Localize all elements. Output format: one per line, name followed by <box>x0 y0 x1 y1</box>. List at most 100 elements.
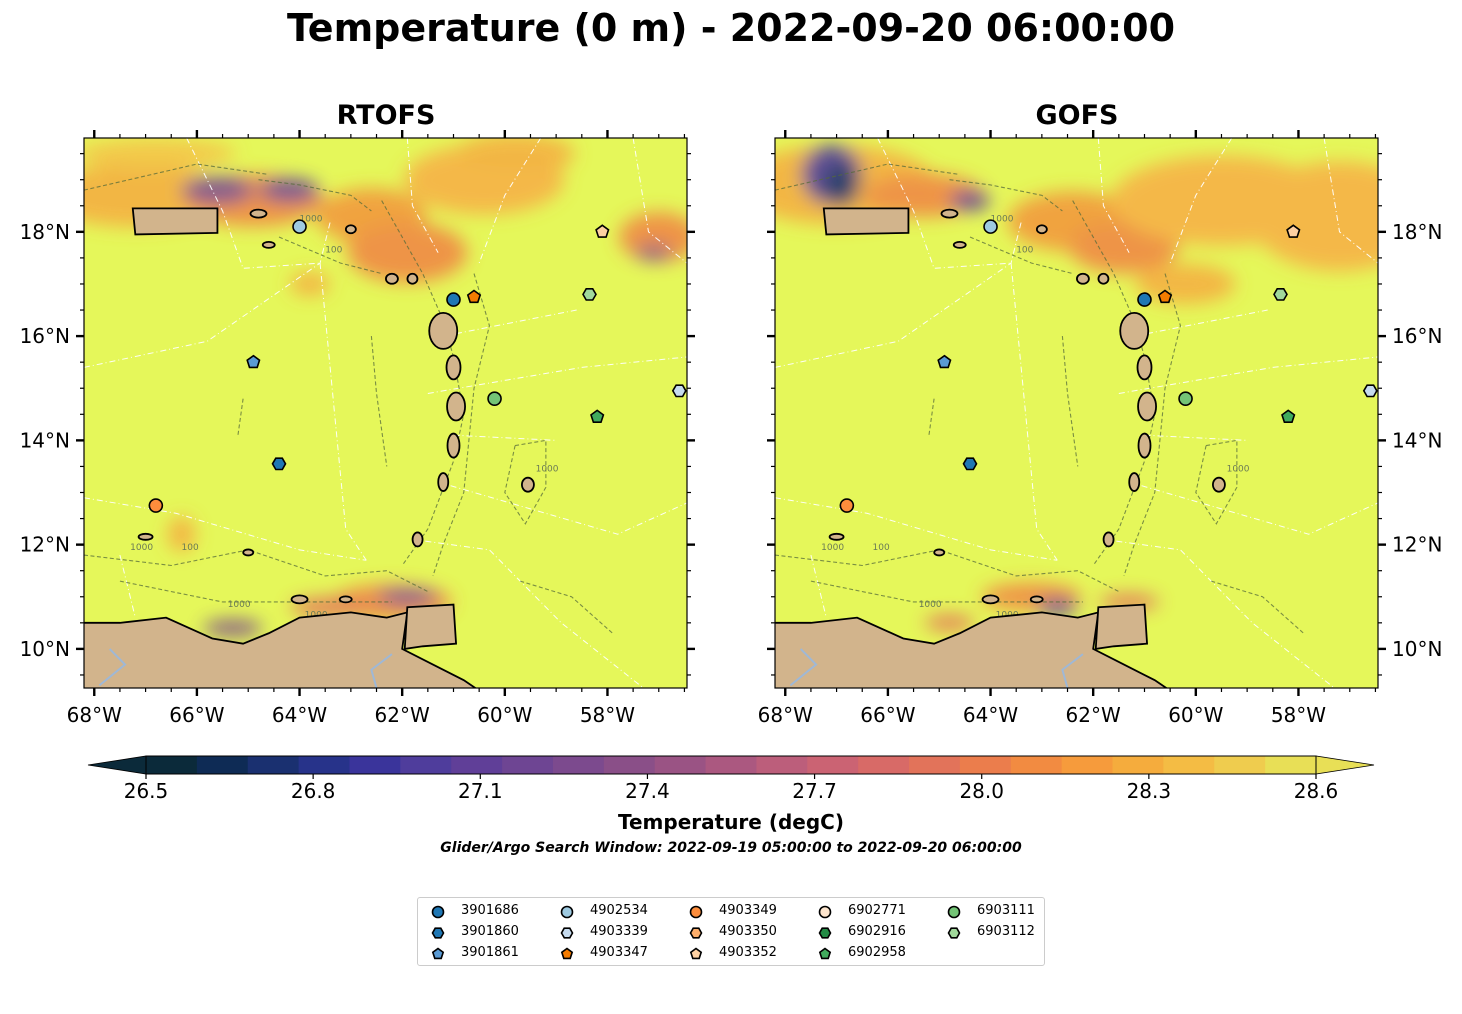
colorbar-segment <box>247 756 300 774</box>
lon-tick-label: 62°W <box>375 703 430 727</box>
contour-label: 1000 <box>919 600 942 610</box>
pentagon-marker-icon <box>431 947 445 960</box>
colorbar: 26.5 26.8 27.1 27.4 27.7 28.0 28.3 28.6 <box>87 755 1375 803</box>
colorbar-segment <box>400 756 452 774</box>
map-frame <box>774 137 1379 689</box>
colorbar-tick-label: 28.3 <box>1127 779 1172 803</box>
float-marker-3901686 <box>446 292 461 307</box>
land-island <box>1128 472 1141 492</box>
hexagon-marker-icon <box>431 927 445 939</box>
float-marker-4903349 <box>839 498 855 513</box>
colorbar-extend-low <box>87 755 147 775</box>
legend-label: 4903339 <box>590 924 648 939</box>
land-island <box>344 224 357 235</box>
float-marker-3901860 <box>271 457 287 471</box>
float-marker-4903339 <box>1362 384 1378 398</box>
float-marker-4903347 <box>466 289 482 304</box>
legend-label: 6903112 <box>977 924 1035 939</box>
land-island <box>338 595 353 604</box>
land-island <box>445 354 462 381</box>
lon-tick-label: 66°W <box>169 703 224 727</box>
legend-marker-3901861 <box>431 947 445 960</box>
legend-label: 3901860 <box>461 924 519 939</box>
contour-label: 1000 <box>1227 465 1250 475</box>
colorbar-tick-label: 27.7 <box>792 779 837 803</box>
lon-tick-label: 60°W <box>477 703 532 727</box>
contour-label: 1000 <box>130 543 153 553</box>
axis-ticks <box>767 130 1386 696</box>
boundary-lines <box>775 138 1378 688</box>
hexagon-marker-icon <box>689 927 703 939</box>
land-island <box>411 531 424 548</box>
land-island <box>446 391 466 422</box>
circle-marker-icon <box>818 905 832 919</box>
legend-marker-6902771 <box>818 905 832 919</box>
colorbar-segment <box>756 756 808 774</box>
circle-marker-icon <box>560 905 574 919</box>
lon-tick-label: 64°W <box>272 703 327 727</box>
contour-label: 1000 <box>991 214 1014 224</box>
land-island <box>406 272 419 285</box>
axis-ticks <box>76 130 695 696</box>
colorbar-tick-label: 28.0 <box>959 779 1004 803</box>
legend-label: 4903352 <box>719 945 777 960</box>
float-markers <box>839 219 1378 513</box>
hexagon-marker-icon <box>947 927 961 939</box>
float-markers <box>148 219 687 513</box>
colorbar-extend-high <box>1315 755 1375 775</box>
lon-tick-label: 68°W <box>758 703 813 727</box>
contour-label: 100 <box>1016 246 1033 256</box>
colorbar-segment <box>1214 756 1266 774</box>
circle-marker-icon <box>947 905 961 919</box>
land-island <box>1136 354 1153 381</box>
land-island <box>261 240 276 249</box>
lon-tick-label: 58°W <box>580 703 635 727</box>
pentagon-marker-icon <box>560 947 574 960</box>
float-marker-4902534 <box>292 219 307 234</box>
lat-tick-label: 14°N <box>1392 428 1442 452</box>
land-island <box>385 272 399 285</box>
float-marker-6903111 <box>487 391 502 406</box>
land-island <box>1137 432 1152 459</box>
legend-label: 3901861 <box>461 945 519 960</box>
land-puerto-rico <box>131 207 219 236</box>
legend-label: 4903349 <box>719 903 777 918</box>
legend-marker-6903111 <box>947 905 961 919</box>
colorbar-segment <box>959 756 1012 774</box>
lat-tick-label: 16°N <box>20 324 70 348</box>
pentagon-marker-icon <box>818 947 832 960</box>
legend-label: 4903347 <box>590 945 648 960</box>
float-marker-3901860 <box>962 457 978 471</box>
lon-tick-label: 58°W <box>1271 703 1326 727</box>
colorbar-segment <box>146 756 198 774</box>
colorbar-segment <box>502 756 554 774</box>
float-marker-6902958 <box>590 409 605 424</box>
map-frame <box>83 137 688 689</box>
colorbar-segment <box>552 756 605 774</box>
legend-label: 4903350 <box>719 924 777 939</box>
colorbar-segment <box>603 756 656 774</box>
colorbar-segment <box>196 756 249 774</box>
float-marker-4903349 <box>148 498 164 513</box>
contour-label: 100 <box>182 543 199 553</box>
land-island <box>1029 595 1044 604</box>
float-marker-4903339 <box>671 384 687 398</box>
colorbar-segment <box>1112 756 1164 774</box>
float-marker-3901861 <box>937 354 952 369</box>
contour-label: 1000 <box>228 600 251 610</box>
lon-tick-label: 68°W <box>67 703 122 727</box>
legend-marker-4903347 <box>560 947 574 960</box>
legend-marker-6903112 <box>947 927 961 939</box>
colorbar-segment <box>1163 756 1215 774</box>
colorbar-tick-label: 28.6 <box>1294 779 1339 803</box>
colorbar-segment <box>1010 756 1063 774</box>
colorbar-segment <box>349 756 401 774</box>
float-marker-6903111 <box>1178 391 1193 406</box>
contour-label: 1000 <box>536 465 559 475</box>
legend-marker-4903352 <box>689 947 703 960</box>
rivers <box>789 648 1084 688</box>
colorbar-frame <box>145 755 1317 775</box>
colorbar-tick-label: 27.1 <box>458 779 503 803</box>
temperature-anomalies <box>775 144 1378 631</box>
legend-marker-4903339 <box>560 927 574 939</box>
